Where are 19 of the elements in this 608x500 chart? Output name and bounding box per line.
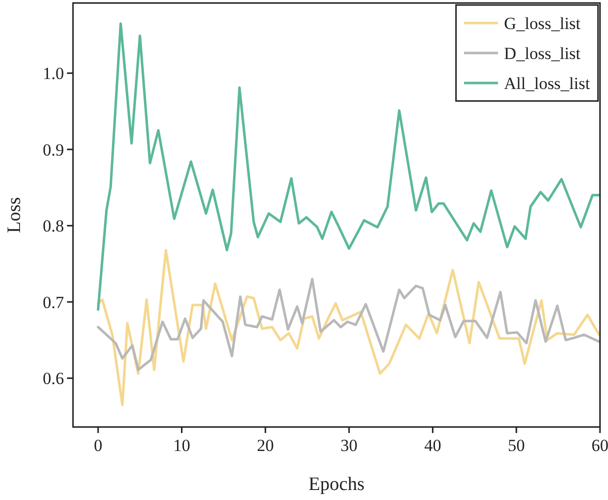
line-series — [96, 278, 600, 372]
legend-label: All_loss_list — [504, 74, 590, 93]
y-tick-label: 1.0 — [42, 64, 64, 84]
x-tick-label: 10 — [173, 436, 190, 455]
x-tick-label: 40 — [424, 436, 442, 455]
y-tick-label: 0.9 — [42, 140, 64, 160]
x-tick-label: 60 — [592, 436, 608, 455]
legend-label: G_loss_list — [504, 14, 581, 33]
y-tick-label: 0.6 — [42, 369, 64, 388]
x-tick-label: 50 — [508, 436, 525, 455]
y-tick-label: 0.8 — [42, 216, 64, 236]
x-axis-title: Epochs — [308, 474, 364, 495]
y-axis-title: Loss — [4, 197, 25, 233]
legend-label: D_loss_list — [504, 44, 581, 63]
y-tick-label: 0.7 — [42, 292, 64, 312]
x-tick-label: 0 — [94, 436, 102, 455]
line-series — [96, 248, 600, 406]
x-tick-label: 30 — [340, 436, 358, 455]
x-tick-label: 20 — [256, 436, 274, 455]
